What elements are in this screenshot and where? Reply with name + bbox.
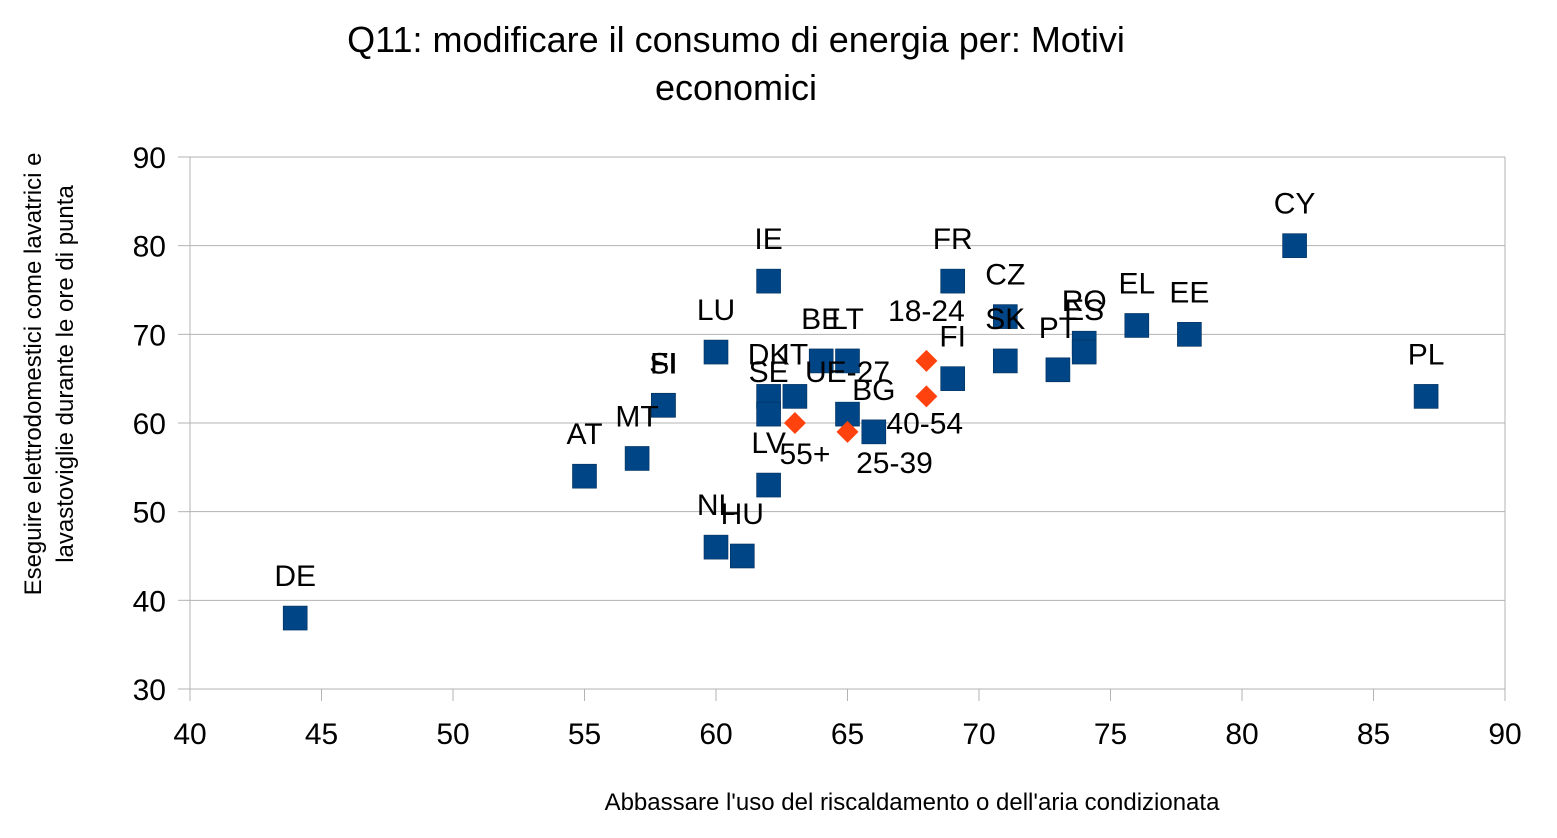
country-marker (282, 605, 308, 631)
country-marker (572, 463, 597, 489)
age-group-label: 55+ (779, 438, 830, 471)
country-marker (756, 401, 781, 427)
data-markers (282, 233, 1439, 631)
country-marker (1282, 233, 1307, 258)
country-label: LV (751, 427, 785, 460)
x-tick-label: 40 (173, 718, 206, 751)
y-tick-label: 60 (133, 408, 166, 441)
country-marker (835, 348, 860, 374)
country-marker (940, 268, 966, 294)
country-marker (651, 392, 676, 418)
country-marker (808, 348, 834, 374)
country-label: UE-27 (805, 356, 890, 389)
x-tick-label: 70 (962, 718, 995, 751)
country-label: FI (939, 321, 966, 354)
country-label: BG (852, 374, 895, 407)
country-marker (992, 348, 1018, 374)
country-label: FI (650, 347, 677, 380)
x-tick-label: 75 (1094, 718, 1127, 751)
x-tick-label: 65 (831, 718, 864, 751)
x-tick-labels: 40 45 50 55 60 65 70 75 80 85 90 (173, 718, 1521, 751)
y-tick-label: 40 (133, 585, 166, 618)
country-marker (940, 366, 966, 391)
age-group-label: 18-24 (888, 295, 965, 328)
country-label: FR (933, 223, 973, 256)
country-label: CY (1274, 188, 1316, 221)
country-marker (782, 384, 808, 409)
y-tick-label: 50 (133, 497, 166, 530)
country-label: SK (985, 303, 1025, 336)
country-label: CZ (985, 259, 1025, 292)
country-label: DK (748, 338, 790, 371)
country-marker (1413, 384, 1439, 409)
chart-title-line-1: Q11: modificare il consumo di energia pe… (347, 19, 1125, 60)
x-tick-label: 55 (568, 718, 601, 751)
country-marker (861, 419, 887, 445)
x-tick-label: 50 (436, 718, 469, 751)
x-tick-label: 45 (305, 718, 338, 751)
country-label: AT (566, 418, 602, 451)
country-label: BE (801, 303, 841, 336)
country-label: PL (1408, 338, 1445, 371)
country-marker (703, 534, 729, 560)
y-tick-label: 70 (133, 319, 166, 352)
country-label: SE (749, 356, 789, 389)
country-label: SI (649, 347, 677, 380)
chart-title-line-2: economici (655, 67, 817, 108)
y-tick-label: 90 (133, 142, 166, 175)
age-group-label: 40-54 (886, 407, 963, 440)
country-marker (729, 543, 755, 569)
country-label: HU (721, 498, 764, 531)
x-tick-label: 80 (1225, 718, 1258, 751)
country-marker (703, 339, 729, 365)
data-labels: DEATMTFISILUNLHUIEDKSELVITBELTUE-27BGFRF… (274, 188, 1444, 593)
age-group-label: 25-39 (856, 447, 933, 480)
country-label: ES (1064, 294, 1104, 327)
country-marker (992, 304, 1018, 329)
country-marker (1177, 322, 1202, 347)
y-tick-label: 30 (133, 674, 166, 707)
age-group-marker (915, 349, 938, 372)
age-group-marker (836, 420, 859, 443)
age-group-marker (915, 385, 938, 408)
x-tick-label: 85 (1357, 718, 1390, 751)
country-label: NL (697, 489, 735, 522)
country-label: LU (697, 294, 735, 327)
country-label: IE (754, 223, 782, 256)
y-axis-title-line-1: Eseguire elettrodomestici come lavatrici… (20, 153, 47, 596)
country-label: LT (831, 303, 864, 336)
x-axis-title: Abbassare l'uso del riscaldamento o dell… (605, 789, 1221, 816)
country-label: DE (274, 560, 316, 593)
grid-lines (190, 156, 1505, 690)
country-marker (1124, 313, 1150, 338)
country-label: MT (615, 400, 658, 433)
country-marker (1045, 357, 1071, 383)
country-label: RO (1062, 285, 1107, 318)
x-tick-label: 60 (699, 718, 732, 751)
country-marker (756, 472, 781, 498)
y-tick-label: 80 (133, 231, 166, 264)
country-marker (624, 446, 650, 471)
y-axis-title-line-2: lavastoviglie durante le ore di punta (52, 185, 79, 563)
country-label: IT (782, 338, 809, 371)
x-tick-label: 90 (1488, 718, 1521, 751)
country-marker (1071, 339, 1097, 365)
axes (178, 156, 1506, 701)
country-marker (756, 268, 781, 294)
country-label: EL (1118, 267, 1155, 300)
age-group-marker (783, 412, 806, 434)
country-label: EE (1169, 276, 1209, 309)
y-tick-labels: 30 40 50 60 70 80 90 (133, 142, 166, 707)
country-label: PT (1039, 312, 1077, 345)
